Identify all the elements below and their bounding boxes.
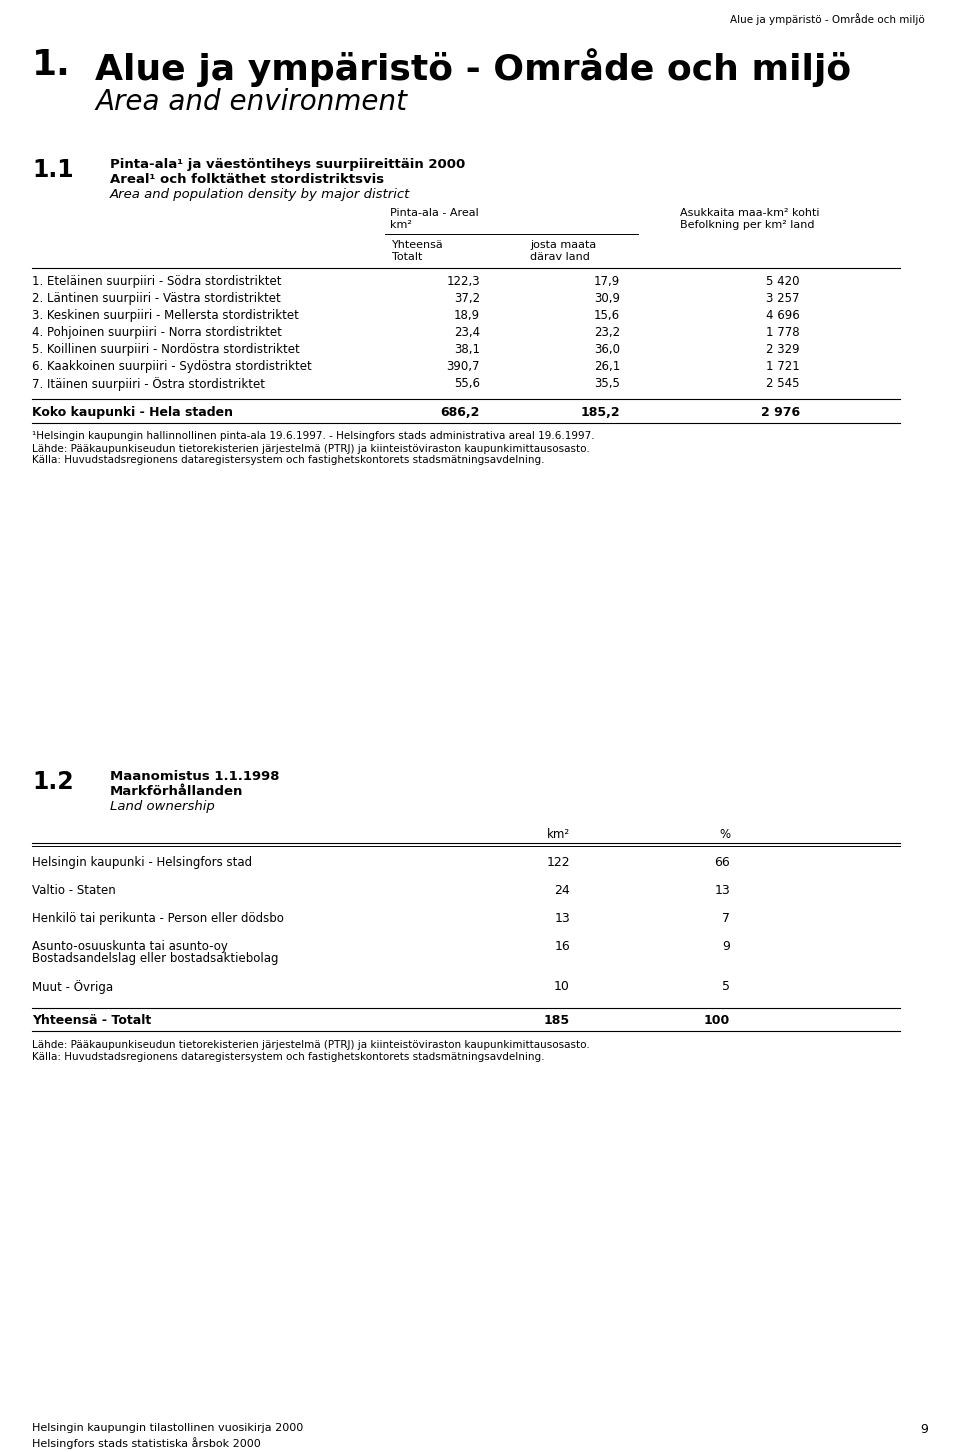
Text: 2 976: 2 976 — [761, 407, 800, 420]
Text: Alue ja ympäristö - Område och miljö: Alue ja ympäristö - Område och miljö — [731, 13, 925, 25]
Text: josta maata: josta maata — [530, 240, 596, 250]
Text: 15,6: 15,6 — [594, 309, 620, 322]
Text: 390,7: 390,7 — [446, 360, 480, 373]
Text: 4 696: 4 696 — [766, 309, 800, 322]
Text: Helsingin kaupunki - Helsingfors stad: Helsingin kaupunki - Helsingfors stad — [32, 857, 252, 868]
Text: Totalt: Totalt — [392, 253, 422, 261]
Text: 1.1: 1.1 — [32, 158, 74, 182]
Text: 2 329: 2 329 — [766, 343, 800, 356]
Text: Helsingin kaupungin tilastollinen vuosikirja 2000: Helsingin kaupungin tilastollinen vuosik… — [32, 1423, 303, 1433]
Text: Henkilö tai perikunta - Person eller dödsbo: Henkilö tai perikunta - Person eller död… — [32, 912, 284, 925]
Text: 3 257: 3 257 — [766, 292, 800, 305]
Text: därav land: därav land — [530, 253, 589, 261]
Text: Källa: Huvudstadsregionens dataregistersystem och fastighetskontorets stadsmätni: Källa: Huvudstadsregionens dataregisters… — [32, 1053, 544, 1061]
Text: 23,2: 23,2 — [594, 327, 620, 338]
Text: 7: 7 — [722, 912, 730, 925]
Text: 26,1: 26,1 — [593, 360, 620, 373]
Text: Pinta-ala - Areal: Pinta-ala - Areal — [390, 208, 479, 218]
Text: Areal¹ och folktäthet stordistriktsvis: Areal¹ och folktäthet stordistriktsvis — [110, 173, 384, 186]
Text: 1. Eteläinen suurpiiri - Södra stordistriktet: 1. Eteläinen suurpiiri - Södra stordistr… — [32, 274, 281, 287]
Text: Markförhållanden: Markförhållanden — [110, 786, 244, 799]
Text: 66: 66 — [714, 857, 730, 868]
Text: Area and environment: Area and environment — [95, 89, 407, 116]
Text: Yhteensä: Yhteensä — [392, 240, 444, 250]
Text: Valtio - Staten: Valtio - Staten — [32, 884, 116, 897]
Text: Maanomistus 1.1.1998: Maanomistus 1.1.1998 — [110, 770, 279, 783]
Text: 9: 9 — [920, 1423, 928, 1436]
Text: 5 420: 5 420 — [766, 274, 800, 287]
Text: Bostadsandelslag eller bostadsaktiebolag: Bostadsandelslag eller bostadsaktiebolag — [32, 953, 278, 966]
Text: 2. Läntinen suurpiiri - Västra stordistriktet: 2. Läntinen suurpiiri - Västra stordistr… — [32, 292, 280, 305]
Text: 9: 9 — [722, 939, 730, 953]
Text: km²: km² — [547, 828, 570, 841]
Text: Area and population density by major district: Area and population density by major dis… — [110, 187, 410, 200]
Text: Helsingfors stads statistiska årsbok 2000: Helsingfors stads statistiska årsbok 200… — [32, 1437, 261, 1449]
Text: 100: 100 — [704, 1013, 730, 1027]
Text: 5: 5 — [722, 980, 730, 993]
Text: 23,4: 23,4 — [454, 327, 480, 338]
Text: 13: 13 — [714, 884, 730, 897]
Text: 3. Keskinen suurpiiri - Mellersta stordistriktet: 3. Keskinen suurpiiri - Mellersta stordi… — [32, 309, 299, 322]
Text: Land ownership: Land ownership — [110, 800, 215, 813]
Text: 185: 185 — [544, 1013, 570, 1027]
Text: Yhteensä - Totalt: Yhteensä - Totalt — [32, 1013, 152, 1027]
Text: 122,3: 122,3 — [446, 274, 480, 287]
Text: ¹Helsingin kaupungin hallinnollinen pinta-ala 19.6.1997. - Helsingfors stads adm: ¹Helsingin kaupungin hallinnollinen pint… — [32, 431, 594, 441]
Text: Alue ja ympäristö - Område och miljö: Alue ja ympäristö - Område och miljö — [95, 48, 852, 87]
Text: 122: 122 — [546, 857, 570, 868]
Text: 1 778: 1 778 — [766, 327, 800, 338]
Text: 13: 13 — [554, 912, 570, 925]
Text: 1 721: 1 721 — [766, 360, 800, 373]
Text: 5. Koillinen suurpiiri - Nordöstra stordistriktet: 5. Koillinen suurpiiri - Nordöstra stord… — [32, 343, 300, 356]
Text: 1.: 1. — [32, 48, 71, 81]
Text: Befolkning per km² land: Befolkning per km² land — [680, 221, 814, 229]
Text: Källa: Huvudstadsregionens dataregistersystem och fastighetskontorets stadsmätni: Källa: Huvudstadsregionens dataregisters… — [32, 454, 544, 465]
Text: 10: 10 — [554, 980, 570, 993]
Text: 4. Pohjoinen suurpiiri - Norra stordistriktet: 4. Pohjoinen suurpiiri - Norra stordistr… — [32, 327, 282, 338]
Text: %: % — [719, 828, 730, 841]
Text: 30,9: 30,9 — [594, 292, 620, 305]
Text: 36,0: 36,0 — [594, 343, 620, 356]
Text: 686,2: 686,2 — [441, 407, 480, 420]
Text: 35,5: 35,5 — [594, 378, 620, 391]
Text: 18,9: 18,9 — [454, 309, 480, 322]
Text: Lähde: Pääkaupunkiseudun tietorekisterien järjestelmä (PTRJ) ja kiinteistövirast: Lähde: Pääkaupunkiseudun tietorekisterie… — [32, 1040, 589, 1050]
Text: 55,6: 55,6 — [454, 378, 480, 391]
Text: Koko kaupunki - Hela staden: Koko kaupunki - Hela staden — [32, 407, 233, 420]
Text: 24: 24 — [554, 884, 570, 897]
Text: 2 545: 2 545 — [766, 378, 800, 391]
Text: Asukkaita maa-km² kohti: Asukkaita maa-km² kohti — [680, 208, 820, 218]
Text: 1.2: 1.2 — [32, 770, 74, 794]
Text: Muut - Övriga: Muut - Övriga — [32, 980, 113, 995]
Text: km²: km² — [390, 221, 412, 229]
Text: 16: 16 — [554, 939, 570, 953]
Text: Pinta-ala¹ ja väestöntiheys suurpiireittäin 2000: Pinta-ala¹ ja väestöntiheys suurpiireitt… — [110, 158, 466, 171]
Text: 185,2: 185,2 — [581, 407, 620, 420]
Text: 17,9: 17,9 — [593, 274, 620, 287]
Text: Lähde: Pääkaupunkiseudun tietorekisterien järjestelmä (PTRJ) ja kiinteistövirast: Lähde: Pääkaupunkiseudun tietorekisterie… — [32, 444, 589, 454]
Text: 7. Itäinen suurpiiri - Östra stordistriktet: 7. Itäinen suurpiiri - Östra stordistrik… — [32, 378, 265, 391]
Text: 38,1: 38,1 — [454, 343, 480, 356]
Text: Asunto-osuuskunta tai asunto-oy: Asunto-osuuskunta tai asunto-oy — [32, 939, 228, 953]
Text: 6. Kaakkoinen suurpiiri - Sydöstra stordistriktet: 6. Kaakkoinen suurpiiri - Sydöstra stord… — [32, 360, 312, 373]
Text: 37,2: 37,2 — [454, 292, 480, 305]
